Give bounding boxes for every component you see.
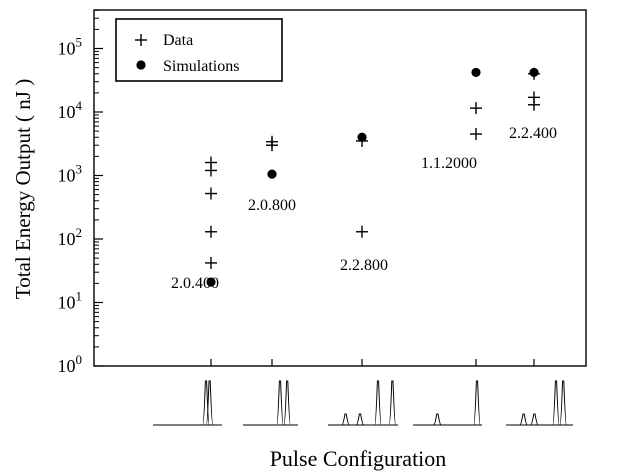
data-point-plus bbox=[266, 139, 278, 152]
legend-plus-icon bbox=[135, 34, 147, 46]
pulse-peak bbox=[388, 380, 397, 426]
data-point-plus bbox=[470, 102, 482, 115]
pulse-diagram-2.0.800 bbox=[243, 380, 298, 426]
category-label-1.1.2000: 1.1.2000 bbox=[421, 155, 477, 172]
category-labels: 2.0.400 2.0.800 2.2.800 1.1.2000 2.2.400 bbox=[171, 125, 557, 292]
pulse-diagram-2.2.800 bbox=[328, 380, 398, 426]
y-tick-label-3: 103 bbox=[58, 162, 83, 186]
simulation-point-dot bbox=[357, 132, 367, 142]
legend-box bbox=[115, 18, 283, 82]
category-label-2.2.400: 2.2.400 bbox=[509, 125, 557, 142]
pulse-peak bbox=[202, 380, 210, 426]
simulation-point-dot bbox=[529, 67, 539, 78]
y-axis-label: Total Energy Output ( nJ ) bbox=[11, 79, 35, 299]
data-point-plus bbox=[470, 128, 482, 141]
legend-label-1: Simulations bbox=[163, 58, 239, 75]
category-label-2.0.400: 2.0.400 bbox=[171, 275, 219, 292]
legend-label-0: Data bbox=[163, 32, 193, 49]
data-point-plus bbox=[205, 164, 217, 177]
pulse-diagram-2.2.400 bbox=[506, 380, 573, 426]
plot-area bbox=[93, 9, 587, 367]
y-axis: 100 101 102 103 104 105 bbox=[58, 9, 103, 376]
pulse-peak bbox=[276, 380, 284, 426]
y-tick-label-4: 104 bbox=[58, 98, 83, 122]
pulse-peak bbox=[530, 413, 539, 426]
pulse-peak bbox=[473, 380, 481, 426]
pulse-peak bbox=[519, 413, 528, 426]
simulation-point-dot bbox=[206, 277, 216, 287]
pulse-peak bbox=[559, 380, 567, 426]
category-label-2.2.800: 2.2.800 bbox=[340, 257, 388, 274]
category-label-2.0.800: 2.0.800 bbox=[248, 197, 296, 214]
data-point-plus bbox=[205, 256, 217, 269]
data-points bbox=[205, 67, 540, 287]
legend: Data Simulations bbox=[115, 18, 283, 82]
data-point-plus bbox=[205, 225, 217, 238]
pulse-peak bbox=[205, 380, 214, 426]
y-tick-label-2: 102 bbox=[58, 225, 83, 249]
pulse-diagram-2.0.400 bbox=[153, 380, 222, 426]
simulation-point-dot bbox=[267, 169, 277, 179]
pulse-peak bbox=[433, 413, 442, 426]
data-point-plus bbox=[356, 225, 368, 238]
x-axis-label: Pulse Configuration bbox=[270, 446, 447, 471]
simulation-point-dot bbox=[471, 67, 481, 78]
pulse-peak bbox=[552, 380, 560, 426]
pulse-peak bbox=[374, 380, 382, 426]
pulse-peak bbox=[283, 380, 291, 426]
pulse-peak bbox=[341, 413, 350, 426]
pulse-diagrams bbox=[153, 380, 573, 426]
y-tick-label-1: 101 bbox=[58, 289, 83, 313]
pulse-diagram-1.1.2000 bbox=[413, 380, 482, 426]
pulse-peak bbox=[356, 413, 364, 426]
data-point-plus bbox=[528, 98, 540, 111]
y-tick-label-0: 100 bbox=[58, 352, 83, 376]
data-point-plus bbox=[205, 187, 217, 200]
legend-dot-icon bbox=[136, 60, 146, 70]
y-tick-label-5: 105 bbox=[58, 35, 83, 59]
plot-frame bbox=[93, 9, 587, 367]
